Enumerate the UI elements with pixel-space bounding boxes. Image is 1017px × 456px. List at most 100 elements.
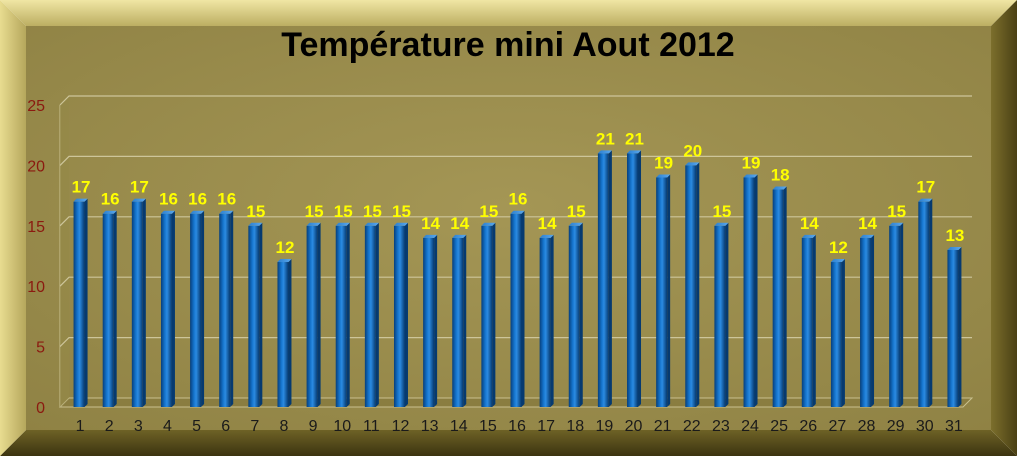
x-tick-label: 25 — [770, 418, 788, 435]
data-label: 12 — [276, 238, 295, 257]
bar-front — [306, 225, 318, 407]
bar-front — [539, 237, 551, 407]
bar-front — [73, 201, 85, 407]
data-label: 14 — [800, 214, 819, 233]
bar-top — [597, 150, 612, 154]
bar-top — [452, 234, 467, 238]
y-tick-label: 5 — [36, 340, 45, 357]
data-label: 14 — [858, 214, 877, 233]
gridline — [59, 276, 972, 287]
bar-top — [423, 234, 438, 238]
bar — [306, 222, 321, 407]
bar-side — [288, 259, 292, 407]
data-label: 18 — [771, 166, 790, 185]
data-label: 21 — [596, 129, 615, 148]
bar-top — [306, 222, 321, 226]
x-tick-label: 28 — [858, 418, 876, 435]
bar-side — [201, 210, 205, 407]
bar-top — [335, 222, 350, 226]
bar-side — [171, 210, 175, 407]
bar-front — [743, 177, 755, 407]
data-label: 19 — [654, 153, 673, 172]
bar-side — [550, 234, 554, 407]
bar-top — [190, 210, 205, 214]
y-tick-label: 10 — [27, 279, 45, 296]
bar-series — [73, 150, 962, 407]
bar-front — [160, 213, 172, 407]
y-axis-ticks: 0 5 10 15 20 25 — [27, 98, 45, 417]
bar-front — [335, 225, 347, 407]
bar — [947, 246, 962, 407]
x-tick-label: 24 — [741, 418, 759, 435]
bar-top — [160, 210, 175, 214]
bar — [393, 222, 408, 407]
bar-top — [219, 210, 234, 214]
x-tick-label: 17 — [537, 418, 555, 435]
bar — [801, 234, 816, 407]
bar-front — [597, 153, 609, 407]
bar-top — [248, 222, 263, 226]
bar-front — [656, 177, 668, 407]
bar-side — [84, 198, 88, 407]
x-tick-label: 27 — [829, 418, 847, 435]
bar — [160, 210, 175, 407]
gridline — [59, 95, 972, 106]
bar-front — [131, 201, 143, 407]
data-label: 17 — [130, 178, 149, 197]
bar-top — [918, 198, 933, 202]
bar-front — [685, 165, 697, 407]
x-tick-label: 10 — [333, 418, 351, 435]
bar-side — [638, 150, 642, 407]
x-axis-ticks: 1 2 3 4 5 6 7 8 9 10 11 12 13 14 15 16 17 18 19 20 21 22 23 24 2… — [76, 418, 963, 435]
data-label: 16 — [159, 190, 178, 209]
bar-front — [423, 237, 435, 407]
data-label: 16 — [509, 190, 528, 209]
gridline — [59, 155, 972, 166]
data-label: 14 — [421, 214, 440, 233]
x-tick-label: 26 — [799, 418, 817, 435]
bar-top — [627, 150, 642, 154]
data-label: 15 — [392, 202, 411, 221]
bar — [539, 234, 554, 407]
y-tick-label: 20 — [27, 158, 45, 175]
bar — [102, 210, 117, 407]
x-tick-label: 16 — [508, 418, 526, 435]
data-label: 16 — [217, 190, 236, 209]
bar-side — [812, 234, 816, 407]
bar — [627, 150, 642, 407]
bar-side — [259, 222, 263, 407]
bar — [772, 186, 787, 407]
bar-front — [947, 249, 959, 407]
bar — [190, 210, 205, 407]
data-label: 16 — [101, 190, 120, 209]
bar-top — [393, 222, 408, 226]
bar-side — [346, 222, 350, 407]
data-label: 12 — [829, 238, 848, 257]
bar-front — [102, 213, 114, 407]
bar — [452, 234, 467, 407]
bar — [423, 234, 438, 407]
x-tick-label: 13 — [421, 418, 439, 435]
x-tick-label: 20 — [625, 418, 643, 435]
bar-top — [830, 259, 845, 263]
bar-top — [510, 210, 525, 214]
bar-front — [190, 213, 202, 407]
bar-top — [364, 222, 379, 226]
bar-side — [463, 234, 467, 407]
bar — [597, 150, 612, 407]
data-label: 15 — [887, 202, 906, 221]
bar-front — [830, 262, 842, 407]
bar — [510, 210, 525, 407]
x-tick-label: 31 — [945, 418, 963, 435]
x-tick-label: 23 — [712, 418, 730, 435]
bar — [277, 259, 292, 407]
bar-top — [889, 222, 904, 226]
bar-top — [73, 198, 88, 202]
bar-side — [754, 174, 758, 407]
bar — [73, 198, 88, 407]
bar-side — [725, 222, 729, 407]
data-label: 15 — [712, 202, 731, 221]
x-tick-label: 15 — [479, 418, 497, 435]
gridline — [59, 337, 972, 348]
